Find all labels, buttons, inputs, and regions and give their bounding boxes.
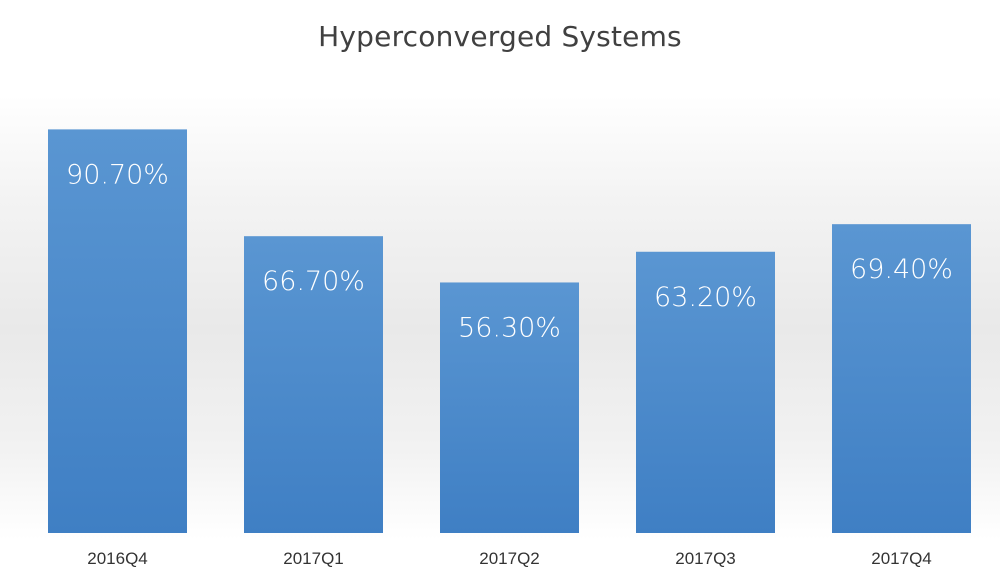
x-tick-2017Q1: 2017Q1	[283, 549, 344, 568]
x-axis-tick-labels: 2016Q4 2017Q1 2017Q2 2017Q3 2017Q4	[87, 549, 932, 568]
data-labels: 90.70% 66.70% 56.30% 63.20% 69.40%	[66, 159, 953, 343]
x-tick-2017Q4: 2017Q4	[871, 549, 932, 568]
data-label-2017Q1: 66.70%	[262, 266, 365, 297]
bar-2017Q2	[440, 282, 579, 533]
bar-2017Q4	[832, 224, 971, 534]
data-label-2017Q3: 63.20%	[654, 282, 757, 313]
bars	[48, 129, 971, 534]
bar-2017Q1	[244, 236, 383, 533]
bar-2016Q4	[48, 129, 187, 533]
data-label-2016Q4: 90.70%	[66, 159, 169, 190]
x-tick-2017Q2: 2017Q2	[479, 549, 540, 568]
data-label-2017Q4: 69.40%	[850, 254, 953, 285]
chart-title: Hyperconverged Systems	[318, 20, 682, 53]
data-label-2017Q2: 56.30%	[458, 312, 561, 343]
x-tick-2017Q3: 2017Q3	[675, 549, 736, 568]
bar-2017Q3	[636, 251, 775, 533]
x-tick-2016Q4: 2016Q4	[87, 549, 148, 568]
